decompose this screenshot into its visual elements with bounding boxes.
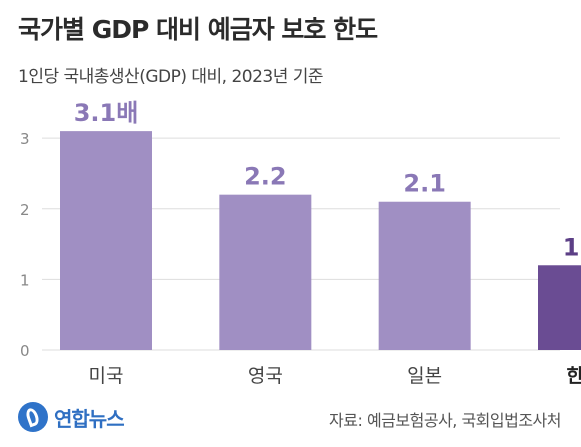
y-tick-label: 0 — [20, 342, 30, 360]
y-tick-label: 3 — [20, 130, 30, 148]
x-tick-label: 미국 — [89, 365, 124, 387]
bar — [60, 131, 152, 350]
logo-text: 연합뉴스 — [54, 406, 125, 431]
bar — [378, 201, 471, 350]
chart-subtitle: 1인당 국내총생산(GDP) 대비, 2023년 기준 — [18, 67, 324, 87]
x-tick-label: 영국 — [248, 365, 283, 387]
y-tick-label: 2 — [20, 201, 30, 219]
data-label: 2.1 — [403, 170, 446, 198]
data-label: 1.2 — [563, 233, 581, 261]
bar — [219, 194, 312, 350]
bar — [538, 265, 581, 350]
y-tick-label: 1 — [20, 271, 30, 289]
chart-title: 국가별 GDP 대비 예금자 보호 한도 — [18, 15, 378, 44]
data-label: 3.1배 — [74, 99, 139, 127]
source-note: 자료: 예금보험공사, 국회입법조사처 — [329, 411, 561, 430]
news-agency-logo: 연합뉴스 — [18, 400, 125, 434]
data-label: 2.2 — [244, 163, 287, 191]
x-tick-label: 한국 — [567, 365, 581, 387]
x-tick-label: 일본 — [407, 365, 442, 387]
yonhap-logo-icon — [18, 402, 48, 432]
